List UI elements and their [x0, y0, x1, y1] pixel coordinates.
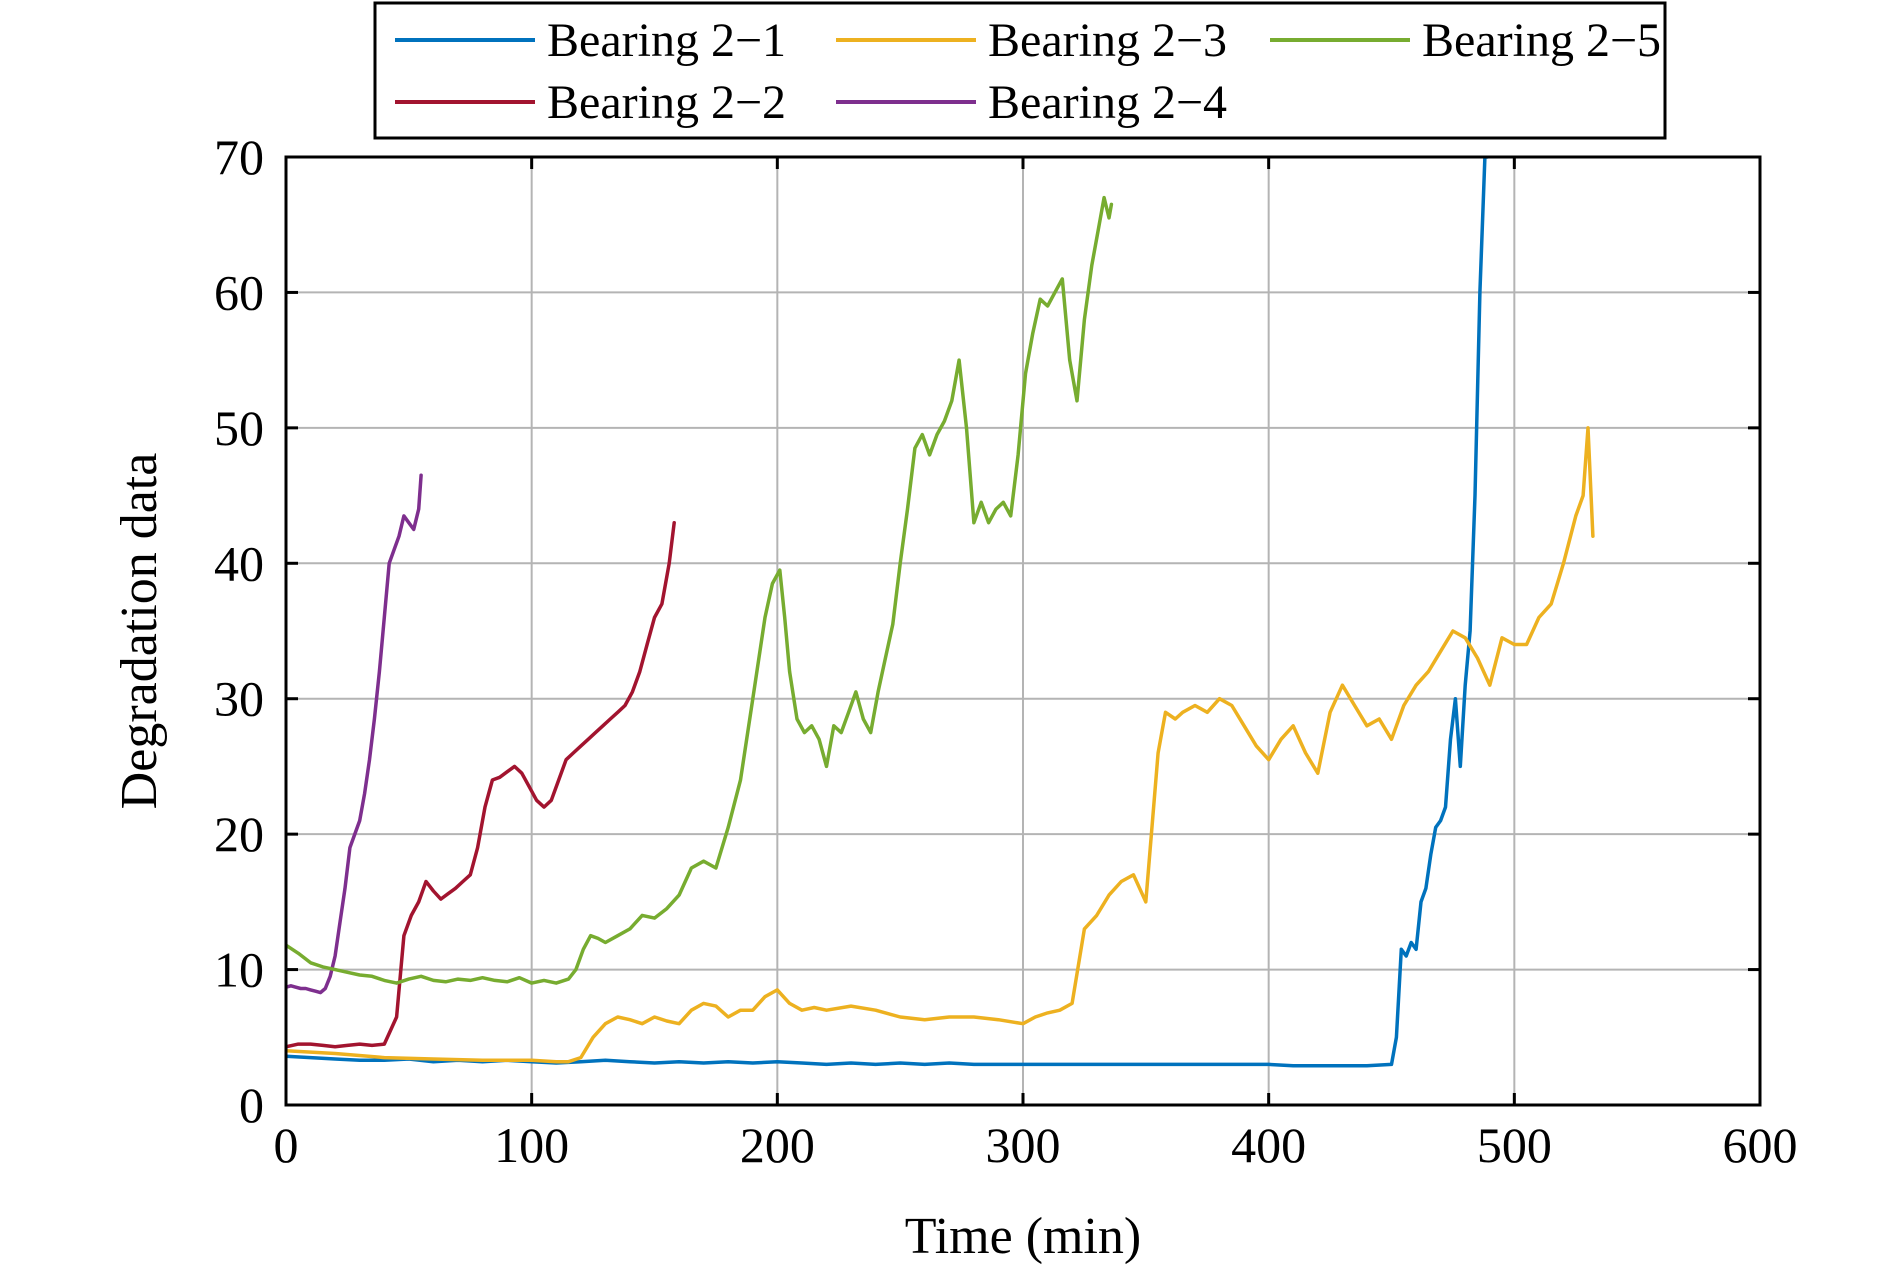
legend-box	[373, 1, 1667, 140]
x-tick-label-500: 500	[1477, 1117, 1552, 1173]
y-tick-label-20: 20	[214, 806, 264, 862]
legend-label-4: Bearing 2−4	[988, 76, 1227, 129]
series-lines	[286, 157, 1595, 1068]
axis-ticks: 0 100 200 300 400 500 600 0 10 20 30 40 50 60 70	[214, 129, 1798, 1173]
legend-label-2: Bearing 2−2	[547, 76, 786, 129]
series-line-5	[286, 195, 1114, 985]
legend-label-1: Bearing 2−1	[547, 14, 786, 67]
y-tick-label-50: 50	[214, 400, 264, 456]
legend: Bearing 2−1 Bearing 2−3 Bearing 2−5 Bearing…	[373, 1, 1667, 140]
y-tick-label-70: 70	[214, 129, 264, 185]
y-tick-label-10: 10	[214, 942, 264, 998]
y-tick-label-30: 30	[214, 671, 264, 727]
legend-label-5: Bearing 2−5	[1422, 14, 1661, 67]
x-tick-label-300: 300	[986, 1117, 1061, 1173]
x-tick-label-600: 600	[1723, 1117, 1798, 1173]
y-tick-label-0: 0	[239, 1077, 264, 1133]
x-tick-label-400: 400	[1231, 1117, 1306, 1173]
series-line-3	[286, 426, 1595, 1064]
y-tick-label-60: 60	[214, 264, 264, 320]
legend-label-3: Bearing 2−3	[988, 14, 1227, 67]
y-axis-label: Degradation data	[111, 453, 168, 810]
x-tick-label-0: 0	[274, 1117, 299, 1173]
y-tick-label-40: 40	[214, 535, 264, 591]
series-line-4	[286, 473, 423, 995]
x-tick-label-200: 200	[740, 1117, 815, 1173]
x-axis-label: Time (min)	[905, 1208, 1141, 1265]
grid	[286, 157, 1760, 1105]
series-line-2	[286, 520, 676, 1049]
x-tick-label-100: 100	[494, 1117, 569, 1173]
